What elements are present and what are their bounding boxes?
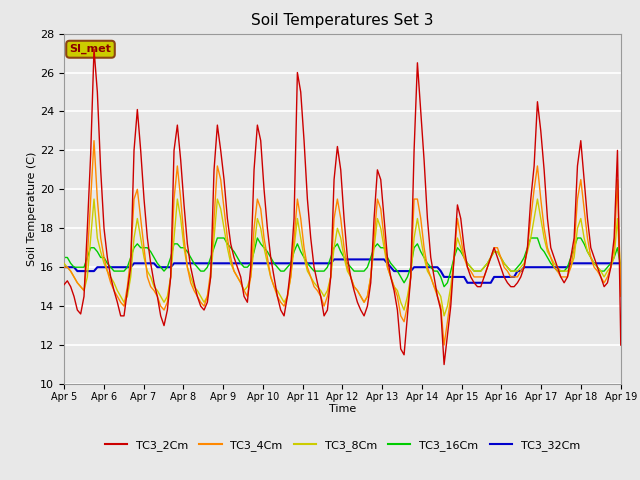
X-axis label: Time: Time [329, 405, 356, 414]
Text: SI_met: SI_met [70, 44, 111, 54]
Y-axis label: Soil Temperature (C): Soil Temperature (C) [28, 152, 37, 266]
Legend: TC3_2Cm, TC3_4Cm, TC3_8Cm, TC3_16Cm, TC3_32Cm: TC3_2Cm, TC3_4Cm, TC3_8Cm, TC3_16Cm, TC3… [100, 436, 584, 456]
Title: Soil Temperatures Set 3: Soil Temperatures Set 3 [251, 13, 434, 28]
